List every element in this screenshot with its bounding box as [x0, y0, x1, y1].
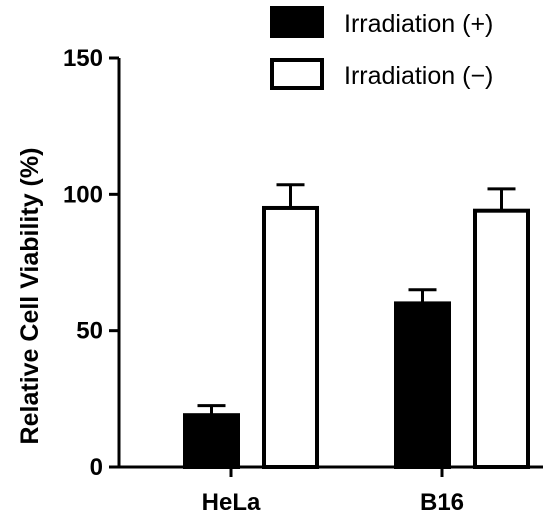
y-axis: 0 50 100 150: [63, 45, 121, 481]
y-tick-label: 100: [63, 181, 103, 208]
y-tick-label: 0: [90, 454, 103, 481]
legend-label: Irradiation (−): [344, 62, 493, 90]
bar: [394, 301, 451, 469]
bar: [183, 413, 240, 469]
x-tick-label: HeLa: [202, 489, 261, 516]
legend: Irradiation (+) Irradiation (−): [270, 6, 493, 90]
bar: [262, 205, 319, 469]
x-axis: HeLa B16: [119, 465, 543, 516]
legend-label: Irradiation (+): [344, 10, 493, 38]
legend-swatch: [270, 6, 324, 38]
bar: [473, 208, 530, 469]
bars: [183, 183, 530, 469]
x-tick-label: B16: [420, 489, 464, 516]
y-tick-label: 50: [76, 318, 103, 345]
legend-swatch: [270, 58, 324, 90]
y-axis-title: Relative Cell Viability (%): [16, 148, 44, 445]
y-tick-label: 150: [63, 45, 103, 72]
